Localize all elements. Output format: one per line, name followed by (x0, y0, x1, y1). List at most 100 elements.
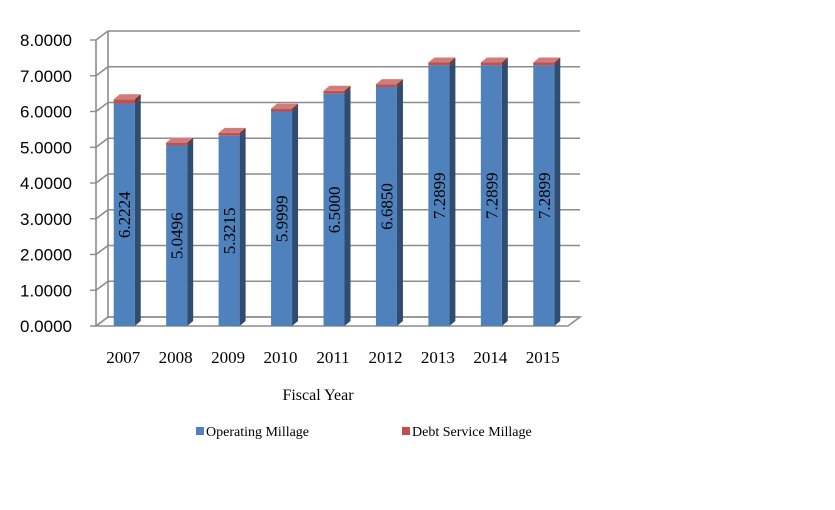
bar-side (239, 127, 246, 136)
x-tick-label: 2011 (316, 348, 349, 367)
bar-debt-service-2007 (113, 94, 141, 104)
bar-side (449, 57, 456, 66)
bar-top (480, 57, 508, 63)
gridline-side (95, 173, 109, 184)
y-tick-label: 7.0000 (20, 67, 72, 86)
y-tick-label: 3.0000 (20, 210, 72, 229)
data-label: 5.3215 (220, 208, 239, 255)
bar-side (187, 140, 194, 326)
data-label: 7.2899 (430, 172, 449, 219)
bar-side (554, 60, 561, 326)
bar-side (344, 85, 351, 94)
bar-side (187, 137, 194, 146)
x-tick-label: 2014 (473, 348, 508, 367)
bar-front (533, 62, 555, 66)
bar-top (271, 103, 299, 109)
bar-top (375, 79, 403, 85)
bar-debt-service-2009 (218, 127, 246, 136)
x-tick-label: 2015 (526, 348, 560, 367)
bar-front (480, 65, 502, 326)
bar-front (166, 145, 188, 326)
x-tick-label: 2008 (159, 348, 193, 367)
bar-debt-service-2015 (533, 57, 561, 66)
bar-front (323, 90, 345, 94)
bar-operating-2007: 6.2224 (113, 98, 141, 327)
bar-operating-2012: 6.6850 (375, 82, 403, 326)
bar-front (323, 93, 345, 326)
bar-operating-2015: 7.2899 (533, 60, 561, 326)
bar-top (166, 137, 194, 143)
gridline-side (95, 30, 109, 41)
bar-front (428, 62, 450, 66)
bar-top (113, 94, 141, 100)
bar-top (533, 57, 561, 63)
bar-front (113, 99, 135, 104)
bars: 6.2224 5.0496 5.3215 5.9999 6.5000 6.6850 7.28… (113, 57, 561, 327)
bar-front (533, 65, 555, 326)
bar-front (271, 108, 293, 112)
x-tick-label: 2012 (368, 348, 402, 367)
bar-top (428, 57, 456, 63)
data-label: 5.9999 (273, 195, 292, 242)
data-label: 7.2899 (535, 172, 554, 219)
legend-swatch-debt-service (402, 427, 410, 435)
y-tick-label: 5.0000 (20, 138, 72, 157)
bar-side (292, 103, 299, 112)
legend-label-operating: Operating Millage (206, 425, 309, 440)
bar-side (396, 79, 403, 88)
bar-side (239, 130, 246, 326)
bar-top (323, 85, 351, 91)
bar-side (554, 57, 561, 66)
gridline-side (95, 280, 109, 291)
x-tick-label: 2013 (421, 348, 455, 367)
floor (93, 316, 583, 327)
bar-side (501, 60, 508, 326)
bar-side (134, 94, 141, 104)
bar-operating-2010: 5.9999 (271, 106, 299, 327)
y-tick-label: 8.0000 (20, 31, 72, 50)
data-label: 7.2899 (482, 172, 501, 219)
data-label: 6.2224 (115, 191, 134, 238)
bar-debt-service-2012 (375, 79, 403, 88)
bar-front (113, 103, 135, 327)
y-tick-label: 6.0000 (20, 103, 72, 122)
bar-operating-2008: 5.0496 (166, 140, 194, 326)
data-label: 6.6850 (377, 183, 396, 230)
x-axis-tick-labels: 2007 2008 2009 2010 2011 2012 2013 2014 2015 (106, 348, 560, 367)
bar-debt-service-2011 (323, 85, 351, 94)
bar-side (449, 60, 456, 326)
bar-side (134, 98, 141, 327)
bar-front (218, 132, 240, 136)
bar-operating-2013: 7.2899 (428, 60, 456, 326)
bar-front (166, 142, 188, 146)
x-tick-label: 2010 (264, 348, 298, 367)
y-tick-label: 2.0000 (20, 246, 72, 265)
data-label: 6.5000 (325, 186, 344, 233)
bar-side (344, 88, 351, 326)
gridline-side (95, 209, 109, 220)
bar-front (428, 65, 450, 326)
legend: Operating Millage Debt Service Millage (196, 425, 532, 440)
gridline-side (95, 137, 109, 148)
bar-operating-2011: 6.5000 (323, 88, 351, 326)
x-axis-title: Fiscal Year (282, 387, 354, 404)
data-label: 5.0496 (168, 212, 187, 259)
bar-debt-service-2008 (166, 137, 194, 146)
bar-operating-2014: 7.2899 (480, 60, 508, 326)
y-tick-label: 4.0000 (20, 174, 72, 193)
x-tick-label: 2009 (211, 348, 245, 367)
bar-front (218, 135, 240, 326)
bar-side (292, 106, 299, 327)
gridline-side (95, 244, 109, 256)
y-tick-label: 0.0000 (20, 317, 72, 336)
y-axis-tick-labels: 0.0000 1.0000 2.0000 3.0000 4.0000 5.0000 6.00… (20, 31, 72, 336)
bar-side (501, 57, 508, 66)
bar-debt-service-2010 (271, 103, 299, 112)
bar-front (480, 62, 502, 66)
y-tick-label: 1.0000 (20, 281, 72, 300)
bar-front (375, 84, 397, 88)
bar-front (375, 87, 397, 326)
gridline-side (95, 101, 109, 113)
gridline-side (95, 66, 109, 77)
